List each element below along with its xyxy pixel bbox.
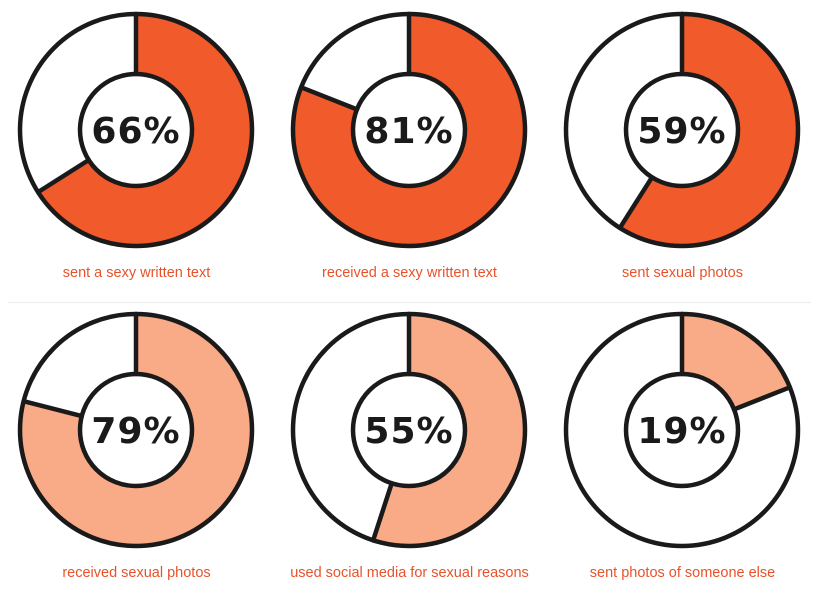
donut-svg: 81% — [290, 11, 528, 249]
donut-chart: 79% received sexual photos — [0, 300, 273, 600]
donut-svg: 59% — [563, 11, 801, 249]
chart-caption: received sexual photos — [62, 565, 211, 581]
slice-end-divider — [35, 157, 91, 195]
donut-remainder-slice — [566, 14, 682, 228]
donut-value-slice — [38, 14, 253, 246]
slice-end-divider — [731, 385, 793, 412]
donut-remainder-slice — [23, 314, 136, 417]
donut-value-slice — [619, 14, 798, 246]
donut-chart: 66% sent a sexy written text — [0, 0, 273, 300]
donut-value-slice — [682, 314, 790, 410]
donut-svg: 79% — [17, 311, 255, 549]
chart-caption: sent photos of someone else — [589, 565, 776, 581]
donut-remainder-slice — [20, 14, 136, 193]
donut-svg: 66% — [17, 11, 255, 249]
donut-remainder-slice — [301, 14, 409, 110]
percentage-label: 55% — [364, 411, 453, 452]
slice-end-divider — [21, 398, 85, 419]
percentage-label: 19% — [637, 411, 726, 452]
donut-value-slice — [20, 314, 253, 546]
chart-caption: sent sexual photos — [622, 265, 743, 281]
donut-chart: 19% sent photos of someone else — [546, 300, 819, 600]
percentage-label: 66% — [91, 111, 180, 152]
donut-chart: 59% sent sexual photos — [546, 0, 819, 300]
slice-end-divider — [617, 175, 655, 231]
percentage-label: 59% — [637, 111, 726, 152]
percentage-label: 79% — [91, 411, 180, 452]
slice-end-divider — [370, 481, 394, 543]
donut-chart: 55% used social media for sexual reasons — [273, 300, 546, 600]
donut-svg: 19% — [563, 311, 801, 549]
donut-svg: 55% — [290, 311, 528, 549]
row-divider — [8, 302, 811, 303]
chart-caption: sent a sexy written text — [62, 265, 211, 281]
slice-end-divider — [298, 85, 360, 112]
percentage-label: 81% — [364, 111, 453, 152]
donut-chart: 81% received a sexy written text — [273, 0, 546, 300]
donut-value-slice — [293, 14, 525, 246]
chart-caption: received a sexy written text — [322, 265, 497, 281]
donut-remainder-slice — [566, 314, 798, 546]
chart-caption: used social media for sexual reasons — [290, 565, 529, 581]
